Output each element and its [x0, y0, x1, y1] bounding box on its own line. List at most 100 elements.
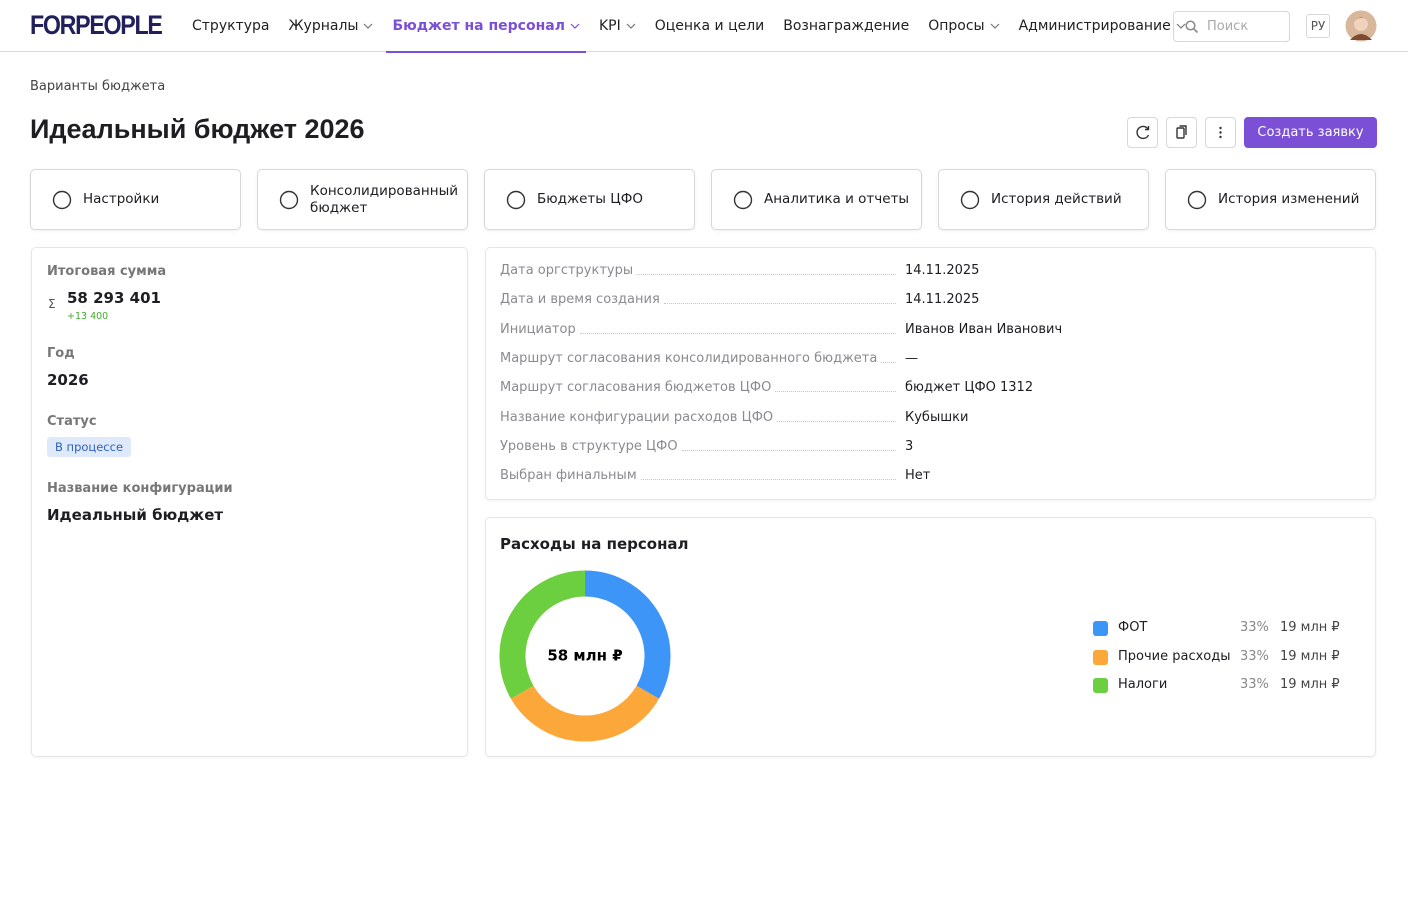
detail-value: 14.11.2025	[905, 292, 980, 308]
legend-percent: 33%	[1240, 648, 1269, 664]
nav-label: KPI	[598, 18, 621, 34]
detail-row: Выбран финальным	[500, 468, 900, 483]
detail-label: Название конфигурации расходов ЦФО	[500, 409, 774, 425]
breadcrumb[interactable]: Варианты бюджета	[30, 79, 166, 94]
logo[interactable]: FORPEOPLE	[30, 10, 163, 40]
nav-item[interactable]: Оценка и цели	[649, 0, 771, 52]
nav-label: Администрирование	[1018, 18, 1171, 34]
legend-swatch	[1093, 678, 1108, 693]
leader	[881, 351, 896, 363]
tab-label: История изменений	[1218, 191, 1360, 207]
leader	[681, 439, 896, 451]
donut-chart: 58 млн ₽	[499, 570, 671, 742]
donut-segment	[510, 685, 660, 742]
leader	[579, 322, 896, 334]
nav-item[interactable]: KPI	[593, 0, 642, 52]
icon-shape	[960, 190, 980, 209]
avatar[interactable]	[1345, 10, 1377, 42]
donut-segment	[499, 570, 586, 699]
dropdown-icon	[1176, 23, 1186, 29]
tab[interactable]: Консолидированный бюджет	[257, 169, 468, 230]
icon-shape	[1187, 190, 1207, 209]
tab[interactable]: Бюджеты ЦФО	[484, 169, 695, 230]
detail-row: Инициатор	[500, 322, 900, 337]
icon-shape	[733, 190, 753, 209]
detail-value: 3	[905, 438, 914, 454]
donut-center-label: 58 млн ₽	[547, 647, 622, 665]
detail-label: Дата оргструктуры	[500, 263, 634, 278]
dropdown-icon	[626, 23, 636, 29]
copy-button[interactable]	[1166, 117, 1197, 148]
nav-item[interactable]: Структура	[186, 0, 275, 52]
detail-row: Маршрут согласования бюджетов ЦФО	[500, 380, 900, 395]
details-panel	[485, 247, 1376, 500]
nav-item[interactable]: Бюджет на персонал	[386, 0, 587, 53]
more-icon	[1219, 126, 1222, 139]
nav-label: Опросы	[928, 18, 985, 34]
detail-value: Нет	[905, 468, 931, 484]
leader	[777, 410, 896, 422]
chevron	[626, 23, 636, 29]
detail-label: Дата и время создания	[500, 292, 660, 308]
total-label: Итоговая сумма	[47, 264, 167, 279]
nav-item[interactable]: Журналы	[282, 0, 379, 52]
nav-label: Бюджет на персонал	[392, 18, 565, 34]
nav-item[interactable]: Вознаграждение	[777, 0, 915, 52]
detail-value: Кубышки	[905, 409, 969, 425]
tab-label: Консолидированный бюджет	[310, 182, 459, 216]
legend-amount: 19 млн ₽	[1280, 677, 1340, 692]
tab-label: Бюджеты ЦФО	[537, 191, 643, 207]
detail-value: 14.11.2025	[905, 263, 980, 278]
nav-item[interactable]: Администрирование	[1013, 0, 1192, 52]
legend-percent: 33%	[1240, 677, 1269, 692]
config-label: Название конфигурации	[47, 481, 233, 496]
detail-label: Уровень в структуре ЦФО	[500, 438, 678, 454]
chevron	[990, 23, 1000, 29]
leader	[640, 468, 896, 481]
language-switch[interactable]: РУ	[1306, 14, 1330, 38]
legend-name: ФОТ	[1118, 620, 1148, 635]
more-button[interactable]	[1205, 117, 1236, 148]
nav-item[interactable]: Опросы	[922, 0, 1005, 52]
legend-name: Прочие расходы	[1118, 648, 1231, 664]
tab[interactable]: История изменений	[1165, 169, 1376, 230]
search-input[interactable]: Поиск	[1173, 11, 1290, 42]
chart-title: Расходы на персонал	[500, 535, 689, 553]
refresh-icon	[1136, 125, 1150, 140]
tab-icon	[960, 190, 980, 209]
legend-swatch	[1093, 621, 1108, 636]
tab[interactable]: Аналитика и отчеты	[711, 169, 922, 230]
legend-amount: 19 млн ₽	[1280, 648, 1340, 664]
chevron	[1176, 23, 1186, 29]
tab-icon	[279, 190, 299, 209]
total-delta: +13 400	[67, 311, 109, 322]
tab-icon	[506, 190, 526, 209]
detail-row: Уровень в структуре ЦФО	[500, 439, 900, 454]
dropdown-icon	[364, 23, 373, 29]
summary-panel: Итоговая сумма Σ 58 293 401 +13 400 Год …	[31, 247, 468, 757]
icon-shape	[506, 190, 526, 209]
tab[interactable]: История действий	[938, 169, 1149, 230]
create-request-button[interactable]: Создать заявку	[1244, 117, 1377, 148]
icon-shape	[52, 190, 72, 209]
main-nav: Структура Журналы Бюджет на персонал KPI Оце…	[186, 0, 1192, 53]
nav-label: Журналы	[288, 18, 359, 34]
nav-label: Вознаграждение	[783, 18, 910, 34]
year-label: Год	[47, 346, 75, 361]
leader	[663, 292, 896, 305]
search-icon	[1185, 20, 1199, 34]
detail-row: Дата оргструктуры	[500, 263, 900, 278]
donut-segment	[584, 570, 671, 699]
tab-label: Аналитика и отчеты	[764, 191, 910, 207]
leader	[637, 263, 896, 275]
nav-label: Оценка и цели	[654, 18, 765, 34]
detail-label: Выбран финальным	[500, 468, 637, 484]
refresh-button[interactable]	[1127, 117, 1158, 148]
nav-label: Структура	[192, 18, 270, 34]
total-value: 58 293 401	[67, 289, 161, 307]
tab[interactable]: Настройки	[30, 169, 241, 230]
legend-swatch	[1093, 649, 1108, 665]
legend-percent: 33%	[1240, 620, 1269, 635]
tab-label: Настройки	[83, 191, 160, 207]
